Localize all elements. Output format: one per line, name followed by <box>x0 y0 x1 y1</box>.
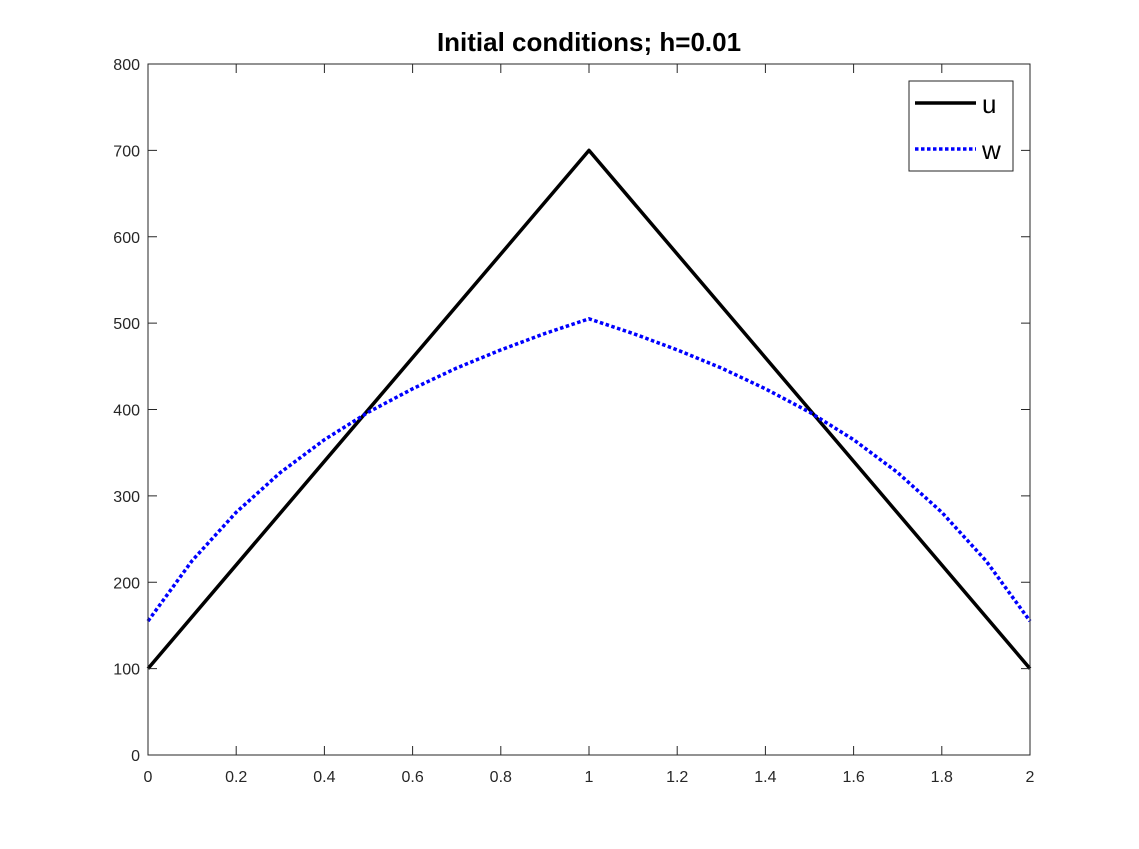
y-tick-label: 500 <box>113 316 140 333</box>
x-tick-label: 1.6 <box>842 769 864 786</box>
plot-area <box>148 64 1030 755</box>
x-tick-label: 2 <box>1026 769 1035 786</box>
y-tick-label: 800 <box>113 57 140 74</box>
legend-label-u: u <box>982 89 996 119</box>
y-tick-label: 100 <box>113 662 140 679</box>
x-tick-label: 0.8 <box>490 769 512 786</box>
x-tick-label: 0.2 <box>225 769 247 786</box>
chart-title: Initial conditions; h=0.01 <box>437 27 741 57</box>
x-tick-label: 1.2 <box>666 769 688 786</box>
legend: uw <box>908 80 1014 172</box>
x-tick-label: 1 <box>585 769 594 786</box>
x-tick-label: 0.4 <box>313 769 335 786</box>
x-tick-label: 0 <box>144 769 153 786</box>
series-line-u <box>146 148 1032 670</box>
y-tick-label: 600 <box>113 230 140 247</box>
series-layer <box>146 148 1032 670</box>
x-tick-label: 1.4 <box>754 769 776 786</box>
y-tick-label: 300 <box>113 489 140 506</box>
legend-box <box>908 80 1014 172</box>
y-tick-label: 700 <box>113 143 140 160</box>
legend-label-w: w <box>981 135 1001 165</box>
x-tick-label: 0.6 <box>401 769 423 786</box>
y-tick-label: 0 <box>131 748 140 765</box>
y-tick-label: 200 <box>113 575 140 592</box>
series-line-w <box>146 316 1032 623</box>
y-tick-label: 400 <box>113 403 140 420</box>
x-tick-label: 1.8 <box>931 769 953 786</box>
ticks-layer: 0 0.2 0.4 0.6 0.8 1 1.2 1.4 1.6 1.8 2 0 100 200 300 400… <box>113 57 1034 786</box>
